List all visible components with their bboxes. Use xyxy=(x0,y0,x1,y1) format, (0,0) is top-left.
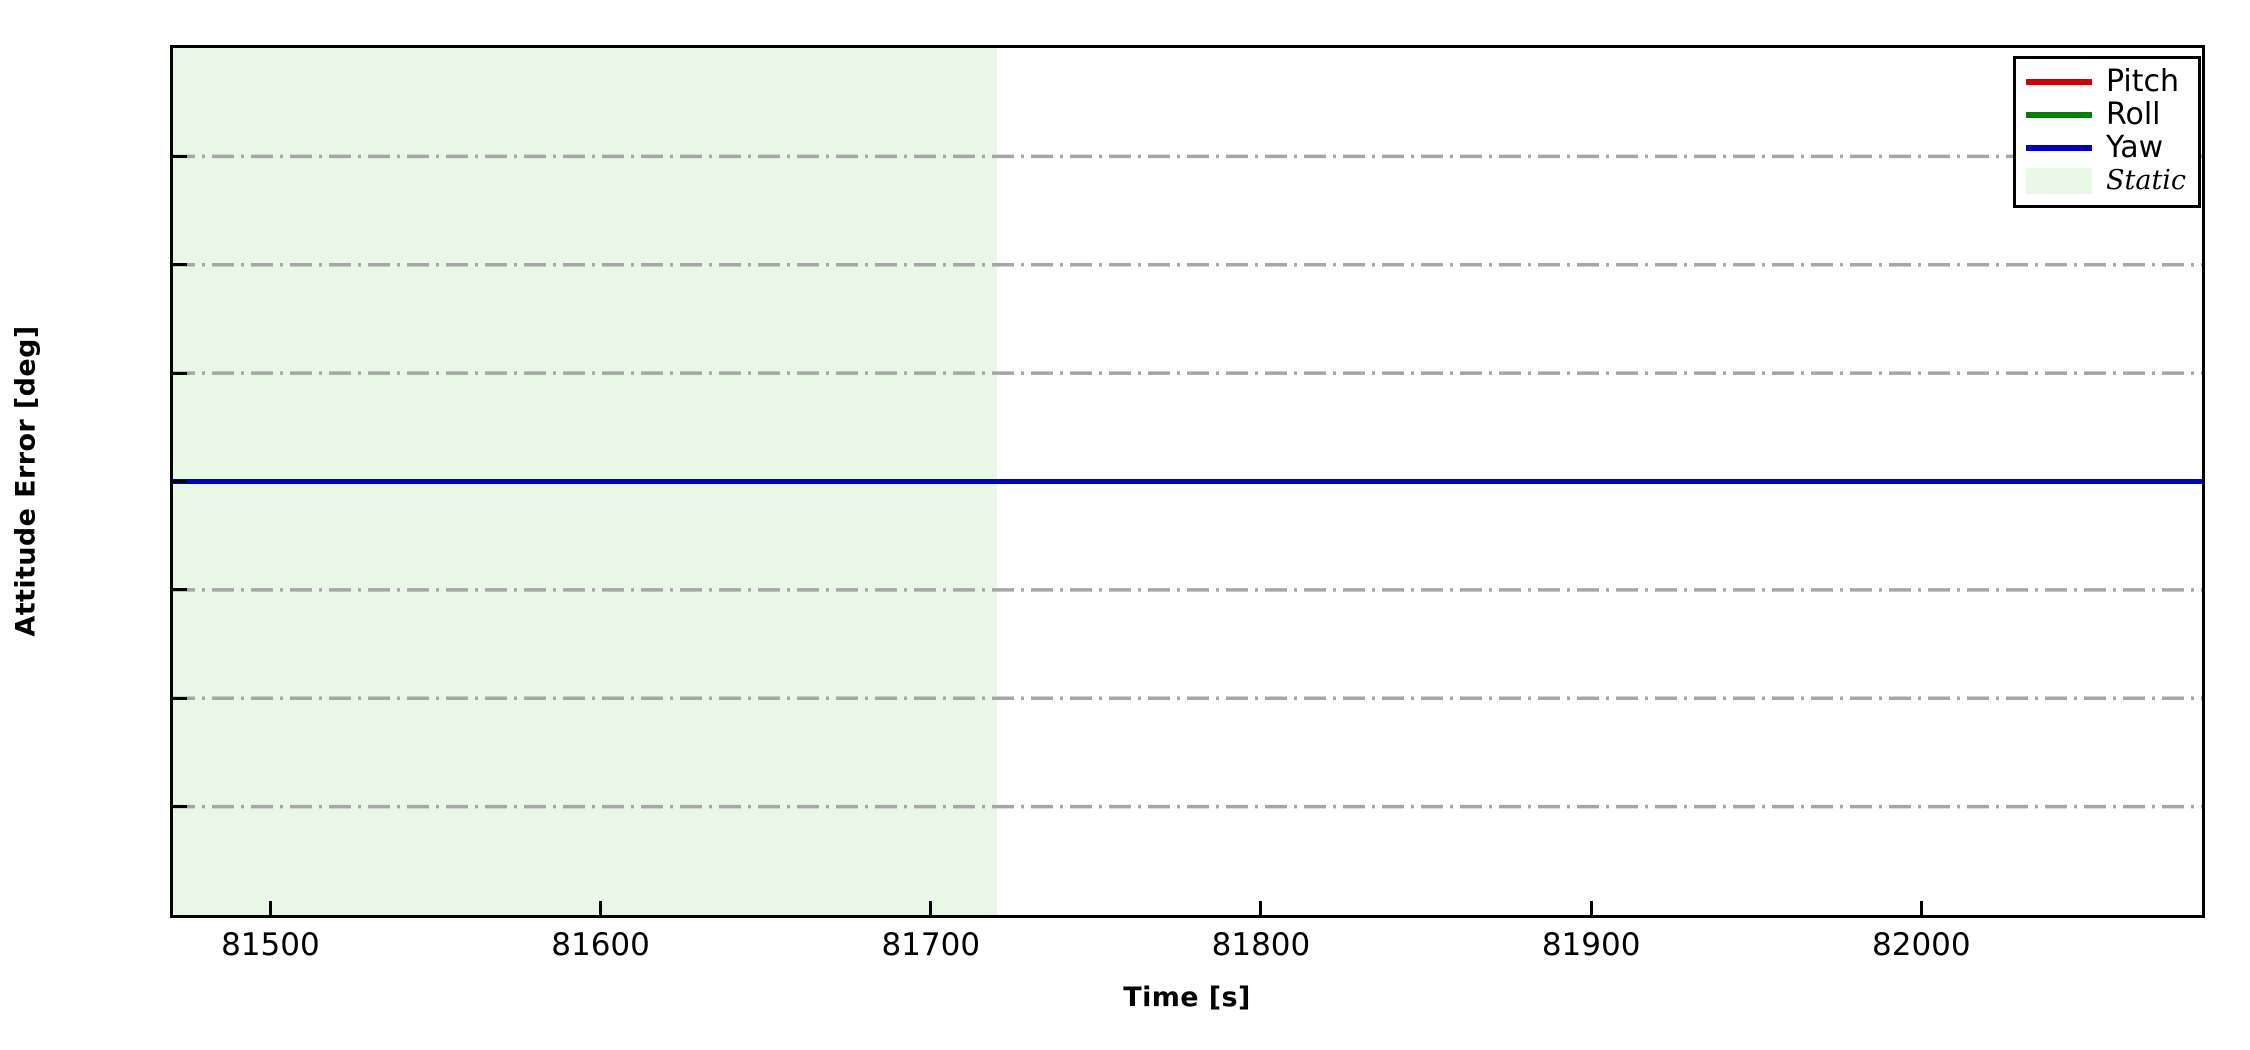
x-tick-label: 81800 xyxy=(1211,927,1311,963)
y-tick-mark xyxy=(173,371,187,375)
y-tick-mark xyxy=(173,263,187,267)
legend-label-roll: Roll xyxy=(2106,96,2161,132)
y-tick-mark xyxy=(173,588,187,592)
legend-item-roll[interactable]: Roll xyxy=(2026,98,2186,131)
legend-label-pitch: Pitch xyxy=(2106,63,2180,99)
legend-item-pitch[interactable]: Pitch xyxy=(2026,65,2186,98)
x-axis-title: Time [s] xyxy=(1123,982,1251,1013)
x-tick-label: 81900 xyxy=(1541,927,1641,963)
x-tick-label: 82000 xyxy=(1872,927,1971,963)
y-tick-mark xyxy=(173,805,187,809)
plot-area xyxy=(170,45,2205,918)
y-tick-mark xyxy=(173,154,187,158)
x-tick-mark xyxy=(1919,901,1923,915)
legend-item-yaw[interactable]: Yaw xyxy=(2026,131,2186,164)
x-tick-mark xyxy=(1259,901,1263,915)
x-tick-label: 81700 xyxy=(881,927,981,963)
x-tick-mark xyxy=(1589,901,1593,915)
y-tick-mark xyxy=(173,480,187,483)
series-line-yaw xyxy=(173,479,2202,484)
legend-swatch-pitch-icon xyxy=(2026,78,2092,85)
legend-label-yaw: Yaw xyxy=(2106,129,2164,165)
legend-swatch-roll-icon xyxy=(2026,111,2092,118)
legend-swatch-static-icon xyxy=(2026,167,2092,194)
legend-swatch-yaw-icon xyxy=(2026,144,2092,151)
x-tick-mark xyxy=(929,901,933,915)
legend-item-static[interactable]: Static xyxy=(2026,164,2186,197)
x-tick-mark xyxy=(599,901,603,915)
y-axis-title: Attitude Error [deg] xyxy=(10,325,42,637)
x-tick-mark xyxy=(268,901,272,915)
y-tick-mark xyxy=(173,696,187,700)
x-tick-label: 81600 xyxy=(551,927,650,963)
x-tick-label: 81500 xyxy=(221,927,320,963)
chart-legend[interactable]: Pitch Roll Yaw Static xyxy=(2013,56,2202,208)
legend-label-static: Static xyxy=(2106,165,2187,196)
